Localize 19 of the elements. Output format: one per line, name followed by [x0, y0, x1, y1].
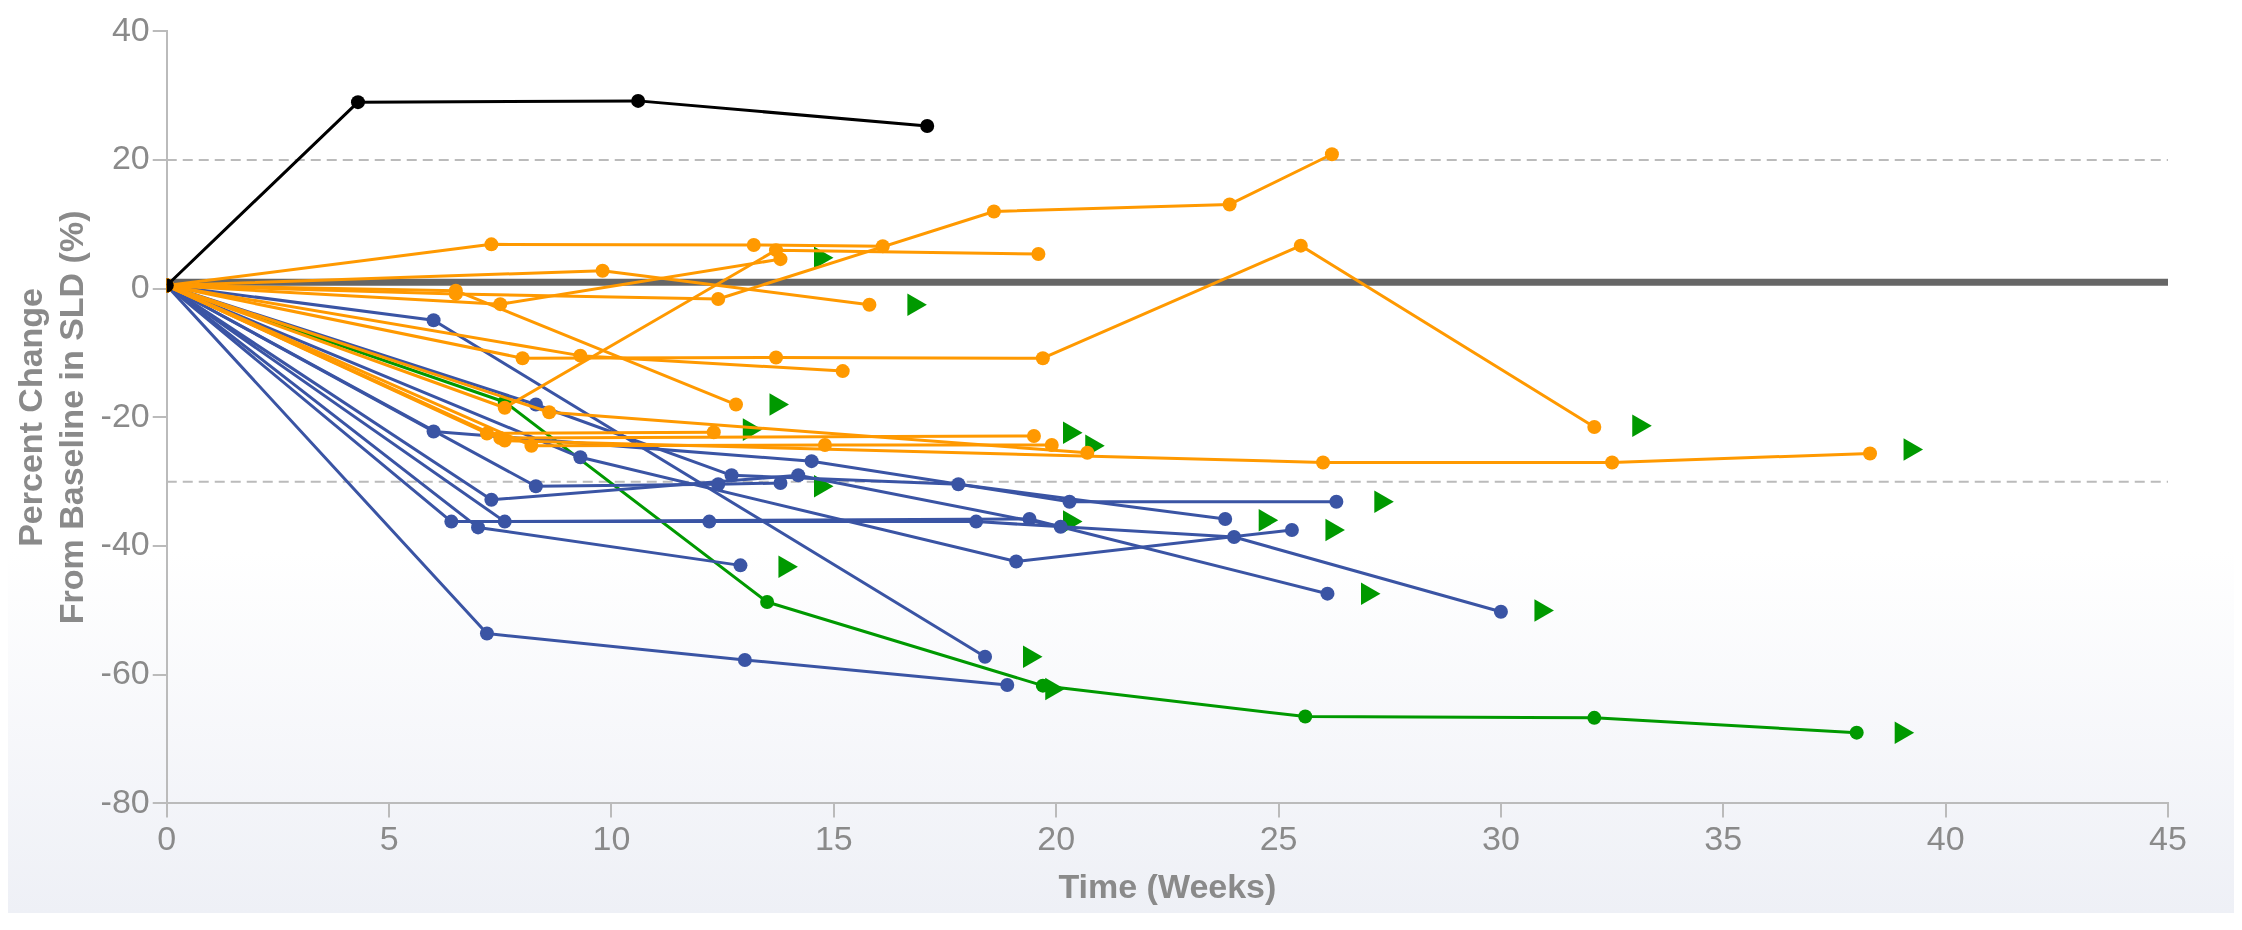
y-tick-label: -60 [100, 653, 150, 692]
x-tick-label: 45 [2149, 819, 2187, 858]
x-tick-label: 35 [1704, 819, 1743, 858]
y-tick-label: 40 [111, 9, 150, 48]
x-tick-label: 15 [814, 819, 853, 858]
x-tick-label: 5 [379, 819, 399, 858]
x-tick-label: 30 [1482, 819, 1520, 858]
y-tick-label: 20 [111, 138, 150, 177]
x-axis-title: Time (Weeks) [1058, 866, 1277, 905]
x-tick-label: 40 [1926, 819, 1965, 858]
x-tick-label: 25 [1259, 819, 1298, 858]
y-tick-label: -40 [100, 524, 150, 563]
x-tick-label: 10 [592, 819, 631, 858]
x-tick-label: 20 [1037, 819, 1076, 858]
y-tick-label: -80 [100, 781, 150, 820]
y-tick-label: -20 [100, 395, 150, 434]
y-axis-title: Percent Change From Baseline in SLD (%) [10, 210, 90, 625]
y-tick-label: 0 [130, 267, 150, 306]
x-tick-label: 0 [157, 819, 177, 858]
